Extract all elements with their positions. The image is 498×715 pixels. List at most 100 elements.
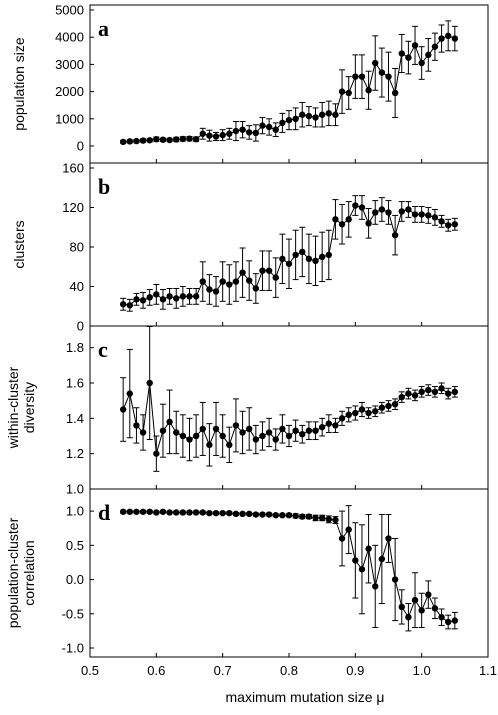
data-point (153, 450, 160, 457)
data-point (173, 509, 180, 516)
data-point (139, 137, 147, 144)
data-point (159, 136, 167, 143)
data-point (239, 269, 246, 276)
data-point (133, 296, 140, 303)
data-point (358, 566, 366, 573)
data-point (352, 409, 359, 417)
data-point (179, 293, 187, 300)
panel-a: 0 1000 2000 3000 4000 5000 population size a (11, 3, 489, 164)
series-line (123, 511, 455, 623)
data-point (405, 206, 412, 213)
data-point (391, 401, 399, 408)
y-tick-label: -1.0 (62, 641, 84, 656)
data-point (246, 510, 253, 518)
data-point (445, 390, 452, 397)
data-point (139, 429, 147, 436)
data-point (239, 510, 246, 518)
data-point (292, 427, 299, 434)
data-point (272, 274, 279, 281)
data-point (411, 211, 419, 218)
data-point (226, 509, 233, 517)
data-point (365, 545, 372, 552)
data-point (418, 59, 425, 67)
panel-label: d (98, 500, 110, 525)
data-point (265, 267, 273, 274)
data-point (219, 509, 226, 517)
data-point (239, 126, 246, 133)
data-point (186, 509, 193, 516)
data-point (226, 441, 233, 449)
y-tick-label: 0 (77, 319, 84, 334)
data-point (272, 126, 279, 133)
data-point (299, 431, 306, 438)
data-point (139, 508, 147, 515)
data-point (285, 116, 293, 124)
data-point (372, 209, 379, 216)
data-point (325, 420, 332, 427)
data-point (179, 135, 187, 143)
y-tick-label: -0.5 (62, 606, 84, 621)
data-point (166, 509, 173, 516)
data-point (325, 516, 332, 523)
data-point (265, 123, 273, 131)
data-point (119, 406, 127, 413)
data-point (411, 42, 419, 49)
data-point (405, 614, 412, 621)
data-point (166, 293, 173, 300)
data-point (166, 418, 173, 426)
data-point (332, 422, 339, 429)
data-point (259, 432, 266, 440)
data-point (325, 251, 332, 259)
y-tick-label: 4000 (55, 30, 84, 45)
data-point (173, 295, 180, 302)
data-point (431, 43, 439, 50)
data-point (146, 137, 153, 144)
data-point (312, 257, 319, 265)
data-point (126, 138, 133, 145)
data-point (179, 432, 187, 440)
data-point (199, 425, 206, 433)
data-point (299, 248, 306, 256)
data-point (338, 535, 346, 542)
data-point (425, 212, 432, 219)
x-tick-label: 1.0 (413, 663, 431, 678)
data-point (358, 406, 366, 413)
panel-label: a (98, 16, 109, 41)
y-tick-label: 1.0 (66, 482, 84, 497)
data-point (365, 87, 372, 94)
data-point (153, 291, 160, 298)
x-tick-label: 0.5 (81, 663, 99, 678)
data-point (431, 605, 439, 612)
data-point (212, 133, 220, 140)
data-point (391, 89, 399, 97)
data-point (292, 512, 299, 520)
data-point (345, 526, 352, 533)
data-point (252, 511, 260, 518)
data-point (199, 130, 206, 137)
data-point (259, 267, 266, 274)
y-axis-label: within-cluster (5, 366, 21, 449)
data-point (265, 511, 273, 518)
data-point (279, 425, 286, 433)
data-point (299, 513, 306, 520)
data-point (445, 32, 452, 40)
y-tick-label: 1.6 (66, 376, 84, 391)
data-point (391, 231, 399, 239)
data-point (179, 509, 187, 516)
data-point (318, 423, 326, 431)
data-point (372, 408, 379, 415)
data-point (318, 253, 326, 261)
y-tick-label: 0.0 (66, 572, 84, 587)
data-point (332, 516, 339, 524)
data-point (206, 286, 213, 293)
data-point (352, 557, 359, 564)
data-point (239, 429, 246, 436)
data-point (133, 508, 140, 515)
y-tick-label: 1.4 (66, 411, 84, 426)
data-point (199, 509, 206, 516)
data-point (391, 576, 399, 583)
y-tick-label: 0.5 (66, 538, 84, 553)
data-point (299, 111, 306, 118)
y-tick-label: 5000 (55, 3, 84, 18)
